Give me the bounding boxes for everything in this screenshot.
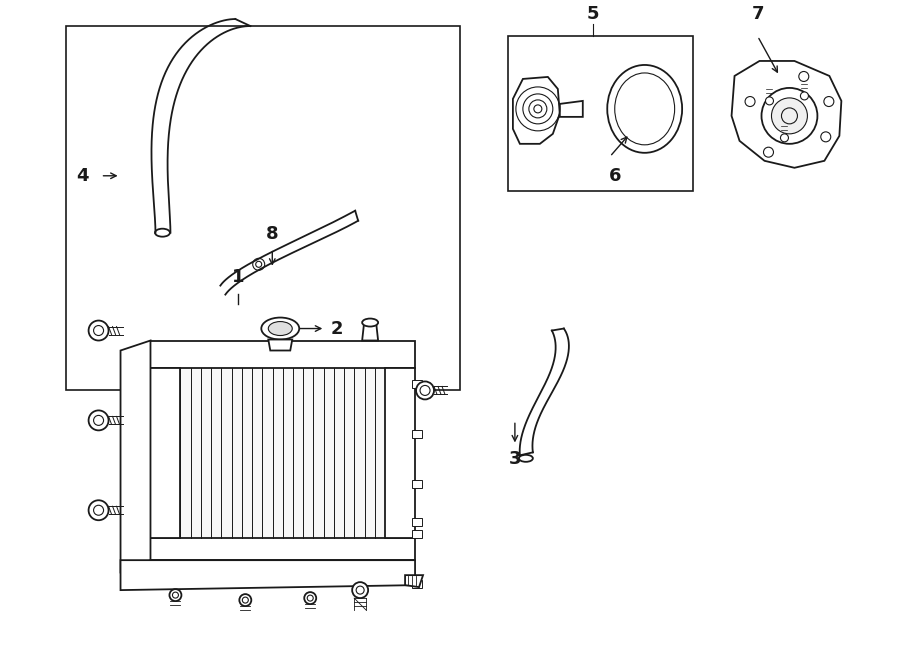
Circle shape (169, 589, 182, 601)
Circle shape (88, 410, 109, 430)
Text: 2: 2 (330, 319, 343, 338)
Polygon shape (732, 61, 842, 168)
Polygon shape (180, 368, 385, 538)
Circle shape (799, 71, 809, 81)
Ellipse shape (261, 317, 299, 340)
Circle shape (761, 88, 817, 144)
Polygon shape (150, 538, 415, 560)
Ellipse shape (155, 229, 170, 237)
Polygon shape (150, 340, 415, 368)
Circle shape (780, 134, 788, 142)
Polygon shape (150, 368, 180, 538)
Bar (66, 26, 460, 391)
Circle shape (824, 97, 834, 106)
Circle shape (239, 594, 251, 606)
Circle shape (800, 92, 808, 100)
Polygon shape (385, 368, 415, 538)
Polygon shape (362, 323, 378, 340)
Circle shape (352, 582, 368, 598)
Text: 8: 8 (266, 225, 279, 243)
Polygon shape (121, 340, 150, 572)
Polygon shape (513, 77, 560, 144)
Polygon shape (121, 560, 415, 590)
Circle shape (253, 258, 265, 270)
Ellipse shape (268, 321, 292, 336)
Text: 3: 3 (508, 450, 521, 469)
Circle shape (771, 98, 807, 134)
Bar (412, 481, 422, 488)
Text: 1: 1 (232, 268, 245, 286)
Ellipse shape (615, 73, 675, 145)
Bar (412, 580, 422, 588)
Circle shape (88, 321, 109, 340)
Text: 5: 5 (587, 5, 599, 23)
Ellipse shape (519, 455, 533, 462)
Circle shape (304, 592, 316, 604)
Circle shape (745, 97, 755, 106)
Polygon shape (560, 101, 583, 117)
Ellipse shape (608, 65, 682, 153)
Bar (412, 518, 422, 526)
Circle shape (821, 132, 831, 142)
Polygon shape (268, 340, 292, 350)
Bar (412, 430, 422, 438)
Text: 6: 6 (608, 167, 621, 185)
Text: 4: 4 (76, 167, 88, 185)
Circle shape (416, 381, 434, 399)
Circle shape (763, 147, 773, 157)
Bar (508, 36, 693, 191)
Polygon shape (405, 575, 423, 587)
Bar (412, 530, 422, 538)
Circle shape (88, 500, 109, 520)
Circle shape (766, 97, 773, 105)
Text: 7: 7 (752, 5, 764, 23)
Bar (412, 381, 422, 389)
Ellipse shape (362, 319, 378, 327)
